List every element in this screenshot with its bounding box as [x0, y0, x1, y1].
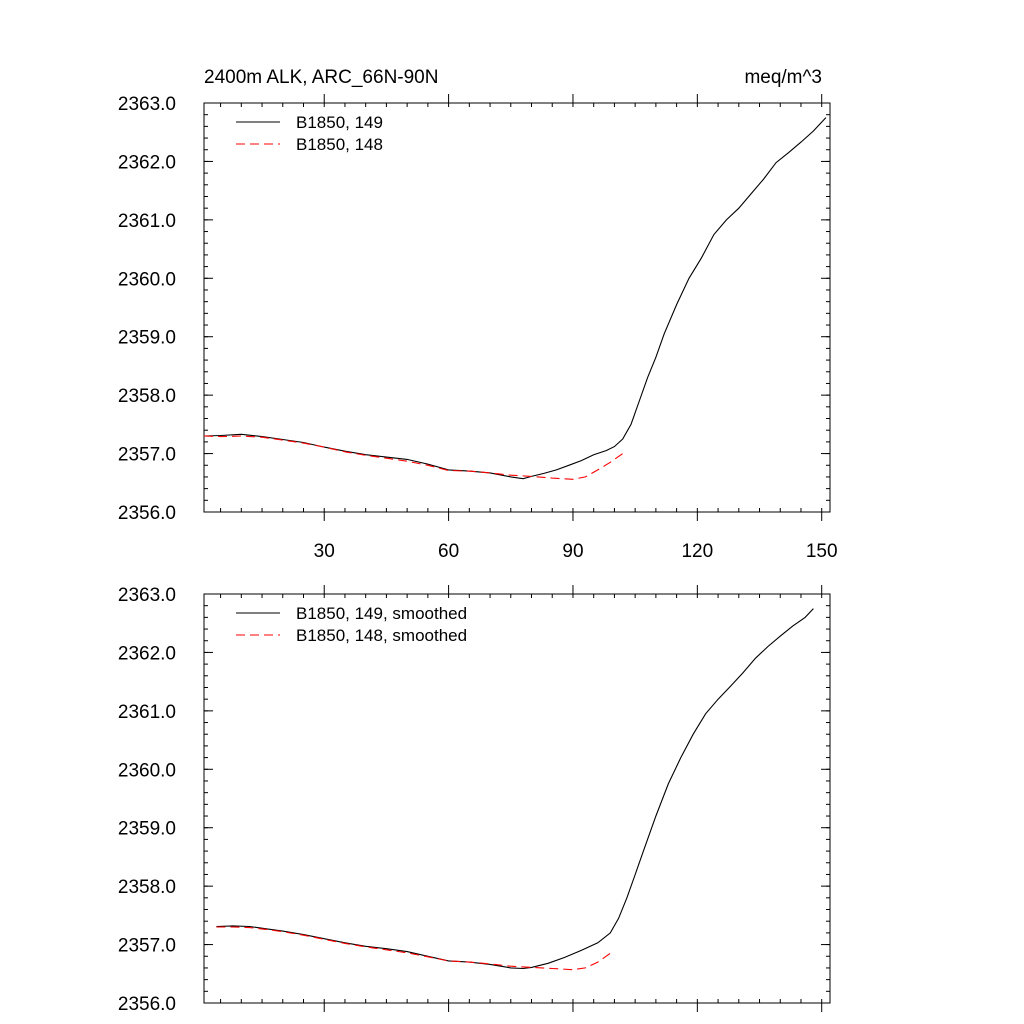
plot-units: meq/m^3: [744, 67, 822, 88]
series-line-2: [216, 926, 611, 971]
y-tick-label: 2358.0: [118, 386, 176, 407]
series-line-1: [216, 608, 814, 970]
legend-label-2: B1850, 148: [296, 135, 383, 154]
legend-label-2: B1850, 148, smoothed: [296, 626, 467, 645]
y-tick-label: 2360.0: [118, 269, 176, 290]
legend-label-1: B1850, 149: [296, 113, 383, 132]
y-tick-label: 2363.0: [118, 585, 176, 606]
y-tick-label: 2362.0: [118, 643, 176, 664]
y-tick-label: 2357.0: [118, 445, 176, 466]
series-line-2: [203, 435, 624, 480]
y-tick-label: 2356.0: [118, 503, 176, 524]
y-tick-label: 2356.0: [118, 994, 176, 1015]
y-tick-label: 2357.0: [118, 936, 176, 957]
x-tick-label: 90: [562, 541, 583, 562]
y-tick-label: 2359.0: [118, 819, 176, 840]
y-tick-label: 2360.0: [118, 760, 176, 781]
plot-title: 2400m ALK, ARC_66N-90N: [204, 67, 438, 88]
x-tick-label: 150: [806, 541, 838, 562]
plot-frame: [203, 593, 831, 1004]
y-tick-label: 2361.0: [118, 211, 176, 232]
x-tick-label: 30: [314, 541, 335, 562]
bottom-panel: 2356.0 2357.0 2358.0 2359.0 2360.0 2361.0 2362…: [118, 585, 831, 1015]
x-tick-label: 120: [681, 541, 713, 562]
y-tick-label: 2361.0: [118, 702, 176, 723]
top-panel: 2356.0 2357.0 2358.0 2359.0 2360.0 2361.0 2362…: [118, 94, 838, 562]
y-tick-label: 2362.0: [118, 152, 176, 173]
plot-frame: [203, 102, 831, 513]
legend-label-1: B1850, 149, smoothed: [296, 604, 467, 623]
series-line-1: [203, 117, 827, 480]
x-tick-label: 60: [438, 541, 459, 562]
y-tick-label: 2358.0: [118, 877, 176, 898]
y-tick-label: 2363.0: [118, 94, 176, 115]
y-tick-label: 2359.0: [118, 328, 176, 349]
